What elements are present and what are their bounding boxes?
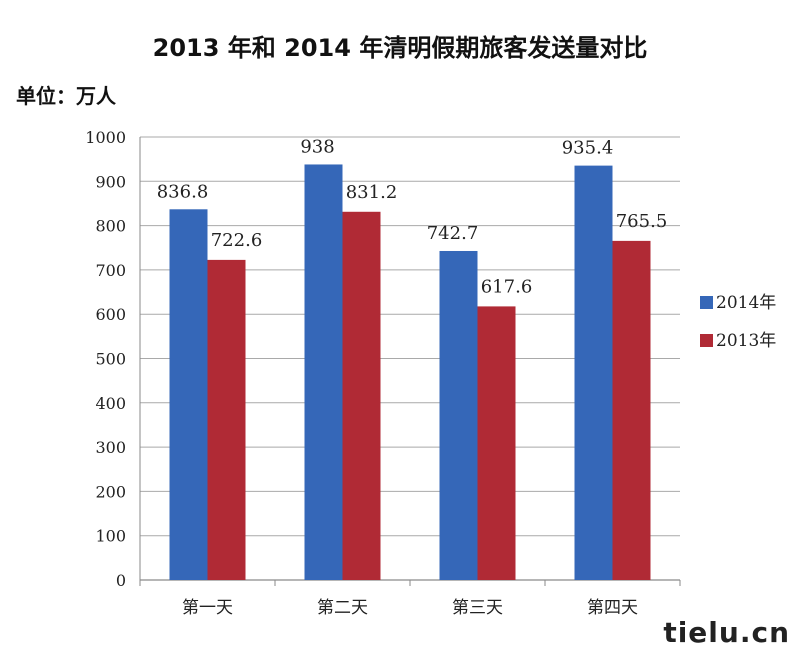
x-category-label: 第二天 — [317, 598, 368, 618]
bar-series-2 — [477, 306, 516, 580]
y-tick-label: 600 — [95, 305, 126, 324]
bar-series-1 — [439, 250, 478, 581]
y-tick-label: 200 — [95, 482, 126, 501]
data-label: 831.2 — [346, 182, 398, 203]
legend-label: 2013年 — [716, 331, 776, 351]
bar-series-2 — [207, 259, 246, 580]
data-label: 935.4 — [562, 138, 614, 159]
legend-swatch — [700, 334, 713, 347]
bar-series-1 — [574, 165, 613, 580]
data-label: 765.5 — [616, 211, 668, 232]
bar-series-2 — [612, 240, 651, 581]
chart-title: 2013 年和 2014 年清明假期旅客发送量对比 — [152, 34, 648, 62]
y-tick-label: 900 — [95, 172, 126, 191]
data-label: 742.7 — [427, 223, 479, 244]
bar-series-2 — [342, 211, 381, 581]
x-category-label: 第一天 — [182, 598, 233, 618]
y-tick-label: 800 — [95, 217, 126, 236]
bar-series-1 — [169, 209, 208, 580]
legend-label: 2014年 — [716, 293, 776, 313]
bar-series-1 — [304, 164, 343, 580]
y-tick-label: 400 — [95, 394, 126, 413]
y-tick-label: 0 — [116, 571, 126, 590]
x-category-label: 第三天 — [452, 598, 503, 618]
data-label: 836.8 — [157, 181, 209, 202]
unit-label: 单位：万人 — [16, 84, 116, 108]
y-tick-label: 100 — [95, 527, 126, 546]
x-category-label: 第四天 — [587, 598, 638, 618]
legend-swatch — [700, 296, 713, 309]
y-tick-label: 700 — [95, 261, 126, 280]
data-label: 938 — [300, 136, 334, 157]
y-tick-label: 300 — [95, 438, 126, 457]
watermark: tielu.cn — [663, 616, 790, 649]
data-label: 617.6 — [481, 276, 533, 297]
y-tick-label: 500 — [95, 350, 126, 369]
y-tick-label: 1000 — [85, 128, 126, 147]
data-label: 722.6 — [211, 230, 263, 251]
